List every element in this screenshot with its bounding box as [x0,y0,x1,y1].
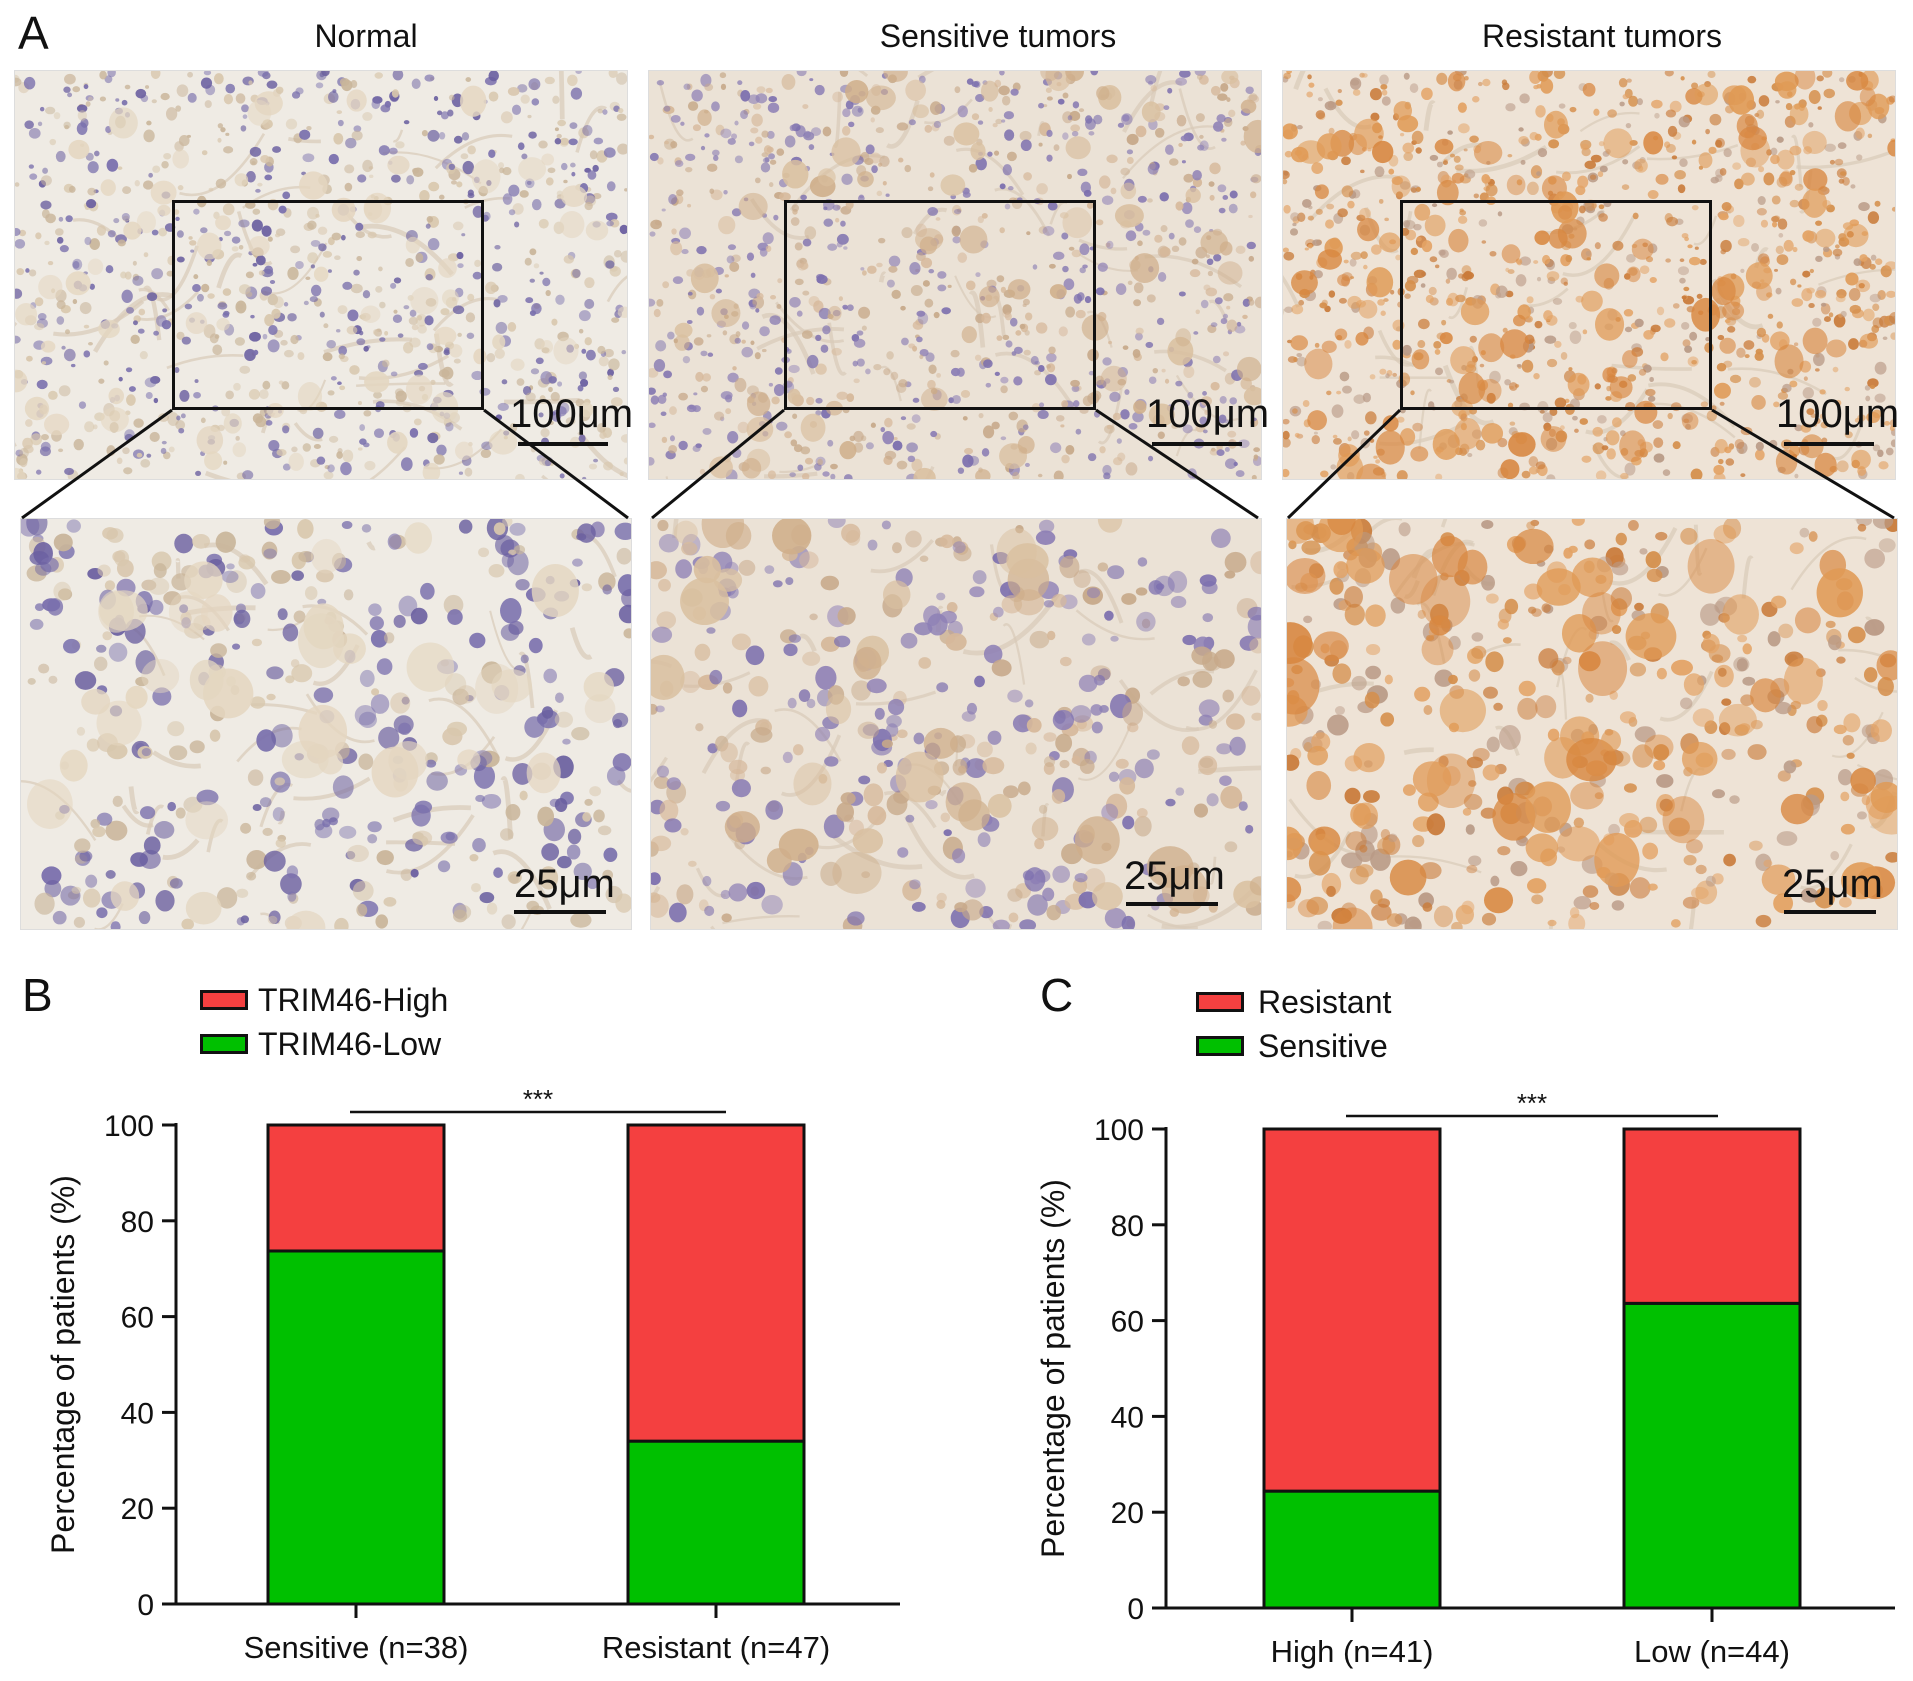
scale-bar-normal-zoom [514,910,606,914]
micrograph-resistant-zoom [1286,518,1898,930]
legend-label-c-1: Sensitive [1258,1028,1388,1064]
y-tick-label-c-1: 20 [1111,1497,1144,1530]
y-axis-label-b: Percentage of patients (%) [45,1175,81,1554]
stacked-bar-charts: 0 20 40 60 80 100 Percentage of patients (%) Se… [45,1084,1895,1669]
bar-c-1-sensitive [1622,1301,1802,1610]
y-tick-label-b-0: 0 [137,1589,154,1622]
zoom-region-box-resistant [1400,200,1712,410]
y-tick-label-c-3: 60 [1111,1306,1144,1339]
y-tick-label-b-5: 100 [104,1110,154,1143]
scale-label-sensitive-overview: 100μm [1146,392,1270,436]
x-tick-label-b-1: Resistant (n=47) [602,1630,830,1665]
connector-line-normal-right [483,408,629,520]
x-tick-label-c-1: Low (n=44) [1634,1634,1790,1669]
legend-swatch-c-1 [1196,1036,1244,1056]
scale-label-normal-zoom: 25μm [514,862,615,906]
legend-swatch-c-0 [1196,992,1244,1012]
scale-label-sensitive-zoom: 25μm [1124,854,1225,898]
y-tick-label-b-3: 60 [121,1302,154,1335]
connector-line-resistant-right [1711,408,1895,520]
scale-bar-resistant-overview [1784,442,1874,446]
scale-label-normal-overview: 100μm [510,392,634,436]
y-tick-label-b-2: 40 [121,1397,154,1430]
scale-bar-sensitive-overview [1152,442,1242,446]
panel-c-letter: C [1040,969,1074,1021]
y-tick-label-b-1: 20 [121,1493,154,1526]
connector-line-sensitive-left [651,408,785,520]
x-tick-label-c-0: High (n=41) [1271,1634,1434,1669]
legend-label-b-1: TRIM46-Low [258,1026,442,1062]
panel-a-letter: A [18,7,49,59]
column-title-normal: Normal [314,18,418,54]
micrograph-resistant-overview [1282,70,1896,480]
bar-b-1-trim46-high [626,1123,806,1443]
micrograph-normal-zoom [20,518,632,930]
y-tick-label-b-4: 80 [121,1206,154,1239]
scale-label-resistant-overview: 100μm [1776,392,1900,436]
y-axis-label-c: Percentage of patients (%) [1035,1179,1071,1558]
connector-line-sensitive-right [1095,408,1259,520]
panel-b-letter: B [22,969,53,1021]
legend-label-c-0: Resistant [1258,984,1392,1020]
bar-b-0-trim46-low [266,1249,446,1606]
bar-c-1-resistant [1622,1127,1802,1305]
bar-b-1-trim46-low [626,1439,806,1606]
bar-b-0-trim46-high [266,1123,446,1253]
column-title-resistant: Resistant tumors [1481,18,1723,54]
y-tick-label-c-4: 80 [1111,1210,1144,1243]
connector-line-normal-left [21,408,173,520]
y-tick-label-c-5: 100 [1094,1114,1144,1147]
legend-swatch-b-1 [200,1034,248,1054]
scale-label-resistant-zoom: 25μm [1782,862,1883,906]
micrograph-sensitive-overview [648,70,1262,480]
zoom-connector-lines [21,408,1895,520]
legend-label-b-0: TRIM46-High [258,982,449,1018]
scale-bar-normal-overview [518,442,608,446]
micrograph-sensitive-zoom [650,518,1262,930]
connector-line-resistant-left [1286,408,1402,520]
zoom-region-box-normal [172,200,484,410]
x-tick-label-b-0: Sensitive (n=38) [244,1630,469,1665]
scale-bar-sensitive-zoom [1126,902,1218,906]
significance-stars-b: *** [523,1084,553,1114]
y-tick-label-c-0: 0 [1127,1593,1144,1626]
micrograph-normal-overview [14,70,628,480]
zoom-region-box-sensitive [784,200,1096,410]
column-title-sensitive: Sensitive tumors [879,18,1117,54]
significance-stars-c: *** [1517,1088,1547,1118]
scale-bar-resistant-zoom [1784,910,1876,914]
bar-c-0-sensitive [1262,1489,1442,1610]
bar-c-0-resistant [1262,1127,1442,1493]
y-tick-label-c-2: 40 [1111,1401,1144,1434]
legend-swatch-b-0 [200,990,248,1010]
